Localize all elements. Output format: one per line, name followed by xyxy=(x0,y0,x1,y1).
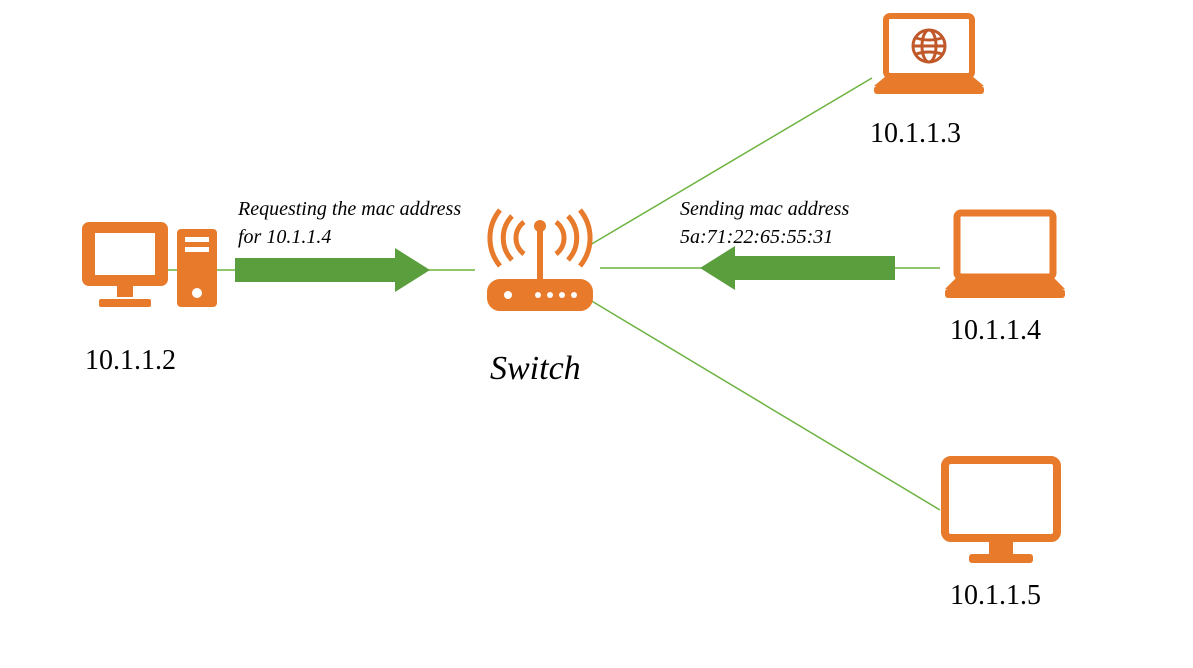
switch-label: Switch xyxy=(490,350,581,388)
switch-icon xyxy=(490,210,590,308)
laptop1-label: 10.1.1.3 xyxy=(870,118,961,150)
reply-arrow xyxy=(700,246,895,290)
edge-switch-monitor xyxy=(590,300,940,510)
request-message: Requesting the mac address for 10.1.1.4 xyxy=(238,195,461,251)
reply-message: Sending mac address 5a:71:22:65:55:31 xyxy=(680,195,849,251)
request-line2: for 10.1.1.4 xyxy=(238,226,331,248)
laptop2-icon xyxy=(945,213,1065,298)
request-arrow xyxy=(235,248,430,292)
request-line1: Requesting the mac address xyxy=(238,198,461,220)
reply-line2: 5a:71:22:65:55:31 xyxy=(680,226,833,248)
laptop1-icon xyxy=(874,16,984,94)
pc-label: 10.1.1.2 xyxy=(85,345,176,377)
laptop2-label: 10.1.1.4 xyxy=(950,315,1041,347)
monitor-icon xyxy=(945,460,1057,563)
reply-line1: Sending mac address xyxy=(680,198,849,220)
pc-icon xyxy=(85,225,217,307)
monitor-label: 10.1.1.5 xyxy=(950,580,1041,612)
